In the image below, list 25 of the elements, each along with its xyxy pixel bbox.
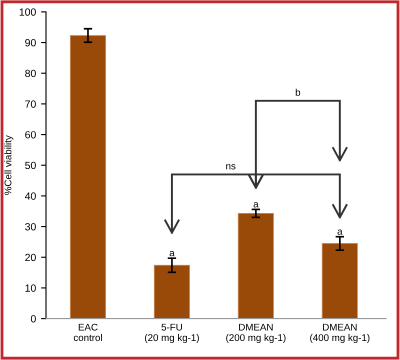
y-tick-label: 0 [30,315,36,322]
bar [154,264,190,319]
bar [70,35,106,319]
y-tick-label: 50 [25,162,36,170]
annotation: b [296,88,300,96]
x-tick-label: DMEAN (400 mg kg-1) [310,324,370,343]
y-tick-label: 20 [25,254,36,262]
annotation: ns [226,164,236,170]
annotation: a [338,229,343,235]
y-tick-label: 70 [25,100,36,108]
y-tick-label: 100 [20,8,36,16]
annotation: a [170,250,175,256]
y-tick-label: 30 [25,223,36,230]
y-tick-label: 80 [25,70,36,78]
y-axis-title: %Cell viability [4,135,14,195]
bar [238,212,274,319]
bar [322,243,358,319]
annotation: a [254,202,259,208]
y-tick-label: 90 [25,39,36,46]
y-tick-label: 60 [25,131,36,138]
x-tick-label: DMEAN (200 mg kg-1) [226,324,286,343]
y-tick-label: 10 [25,284,36,292]
y-tick-label: 40 [24,192,36,200]
x-tick-label: 5-FU (20 mg kg-1) [144,324,199,343]
x-tick-label: EAC control [74,324,102,342]
